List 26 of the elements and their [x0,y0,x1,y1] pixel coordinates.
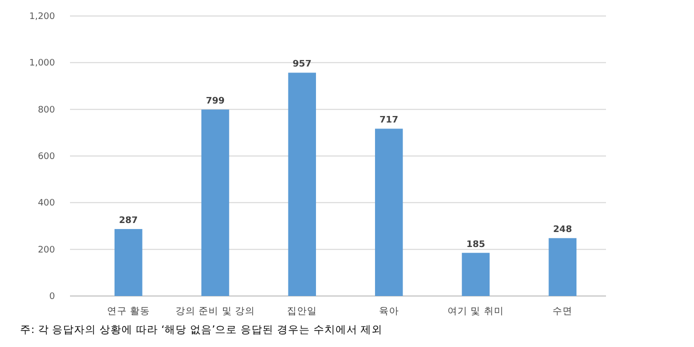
data-label: 248 [553,225,572,236]
data-label: 799 [206,96,225,107]
y-tick-label: 0 [49,292,56,302]
bar [462,252,490,296]
y-tick-label: 800 [38,105,56,116]
bar [375,128,403,296]
text: 주: 각 응답자의 상황에 따라 ‘해당 없음’으로 응답된 경우는 수치에서 제외 [20,324,383,336]
x-tick-label: 수면 [552,306,573,317]
y-tick-label: 1,200 [29,12,56,22]
y-tick-label: 200 [38,245,56,256]
y-tick-label: 400 [38,198,56,209]
bar [548,238,576,296]
data-label: 957 [292,60,312,70]
data-label: 185 [466,240,486,250]
bar [114,229,142,296]
x-tick-label: 육아 [378,306,399,317]
x-tick-label: 여기 및 취미 [448,306,504,317]
data-label: 717 [380,116,398,126]
y-tick-label: 600 [38,152,56,162]
bar [288,72,316,296]
x-tick-label: 연구 활동 [106,306,150,317]
data-label: 287 [119,216,138,226]
x-tick-label: 집안일 [287,306,318,317]
x-tick-label: 강의 준비 및 강의 [176,306,255,317]
bar [201,110,230,296]
y-tick-label: 1,000 [29,58,56,69]
